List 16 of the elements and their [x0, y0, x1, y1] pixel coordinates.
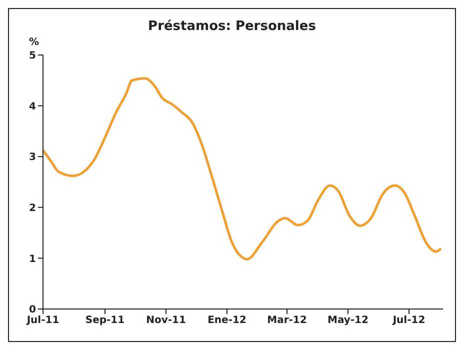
x-tick-label: Jul-12 [392, 315, 426, 326]
y-tick-label: 5 [29, 50, 36, 62]
chart-title: Préstamos: Personales [147, 19, 317, 34]
line-series [43, 77, 442, 260]
y-tick-label: 2 [29, 202, 36, 214]
x-tick-label: Sep-11 [85, 315, 125, 326]
y-tick-label: 4 [29, 101, 36, 112]
y-tick-label: 0 [29, 304, 36, 316]
x-tick-label: Ene-12 [208, 315, 246, 326]
y-axis-title: % [29, 37, 40, 48]
x-tick-label: Nov-11 [146, 315, 186, 326]
x-tick-label: Jul-11 [26, 315, 60, 326]
x-tick-label: Mar-12 [267, 315, 307, 326]
y-tick-label: 1 [29, 254, 36, 265]
y-tick-label: 3 [29, 152, 36, 164]
x-tick-label: May-12 [328, 315, 369, 326]
